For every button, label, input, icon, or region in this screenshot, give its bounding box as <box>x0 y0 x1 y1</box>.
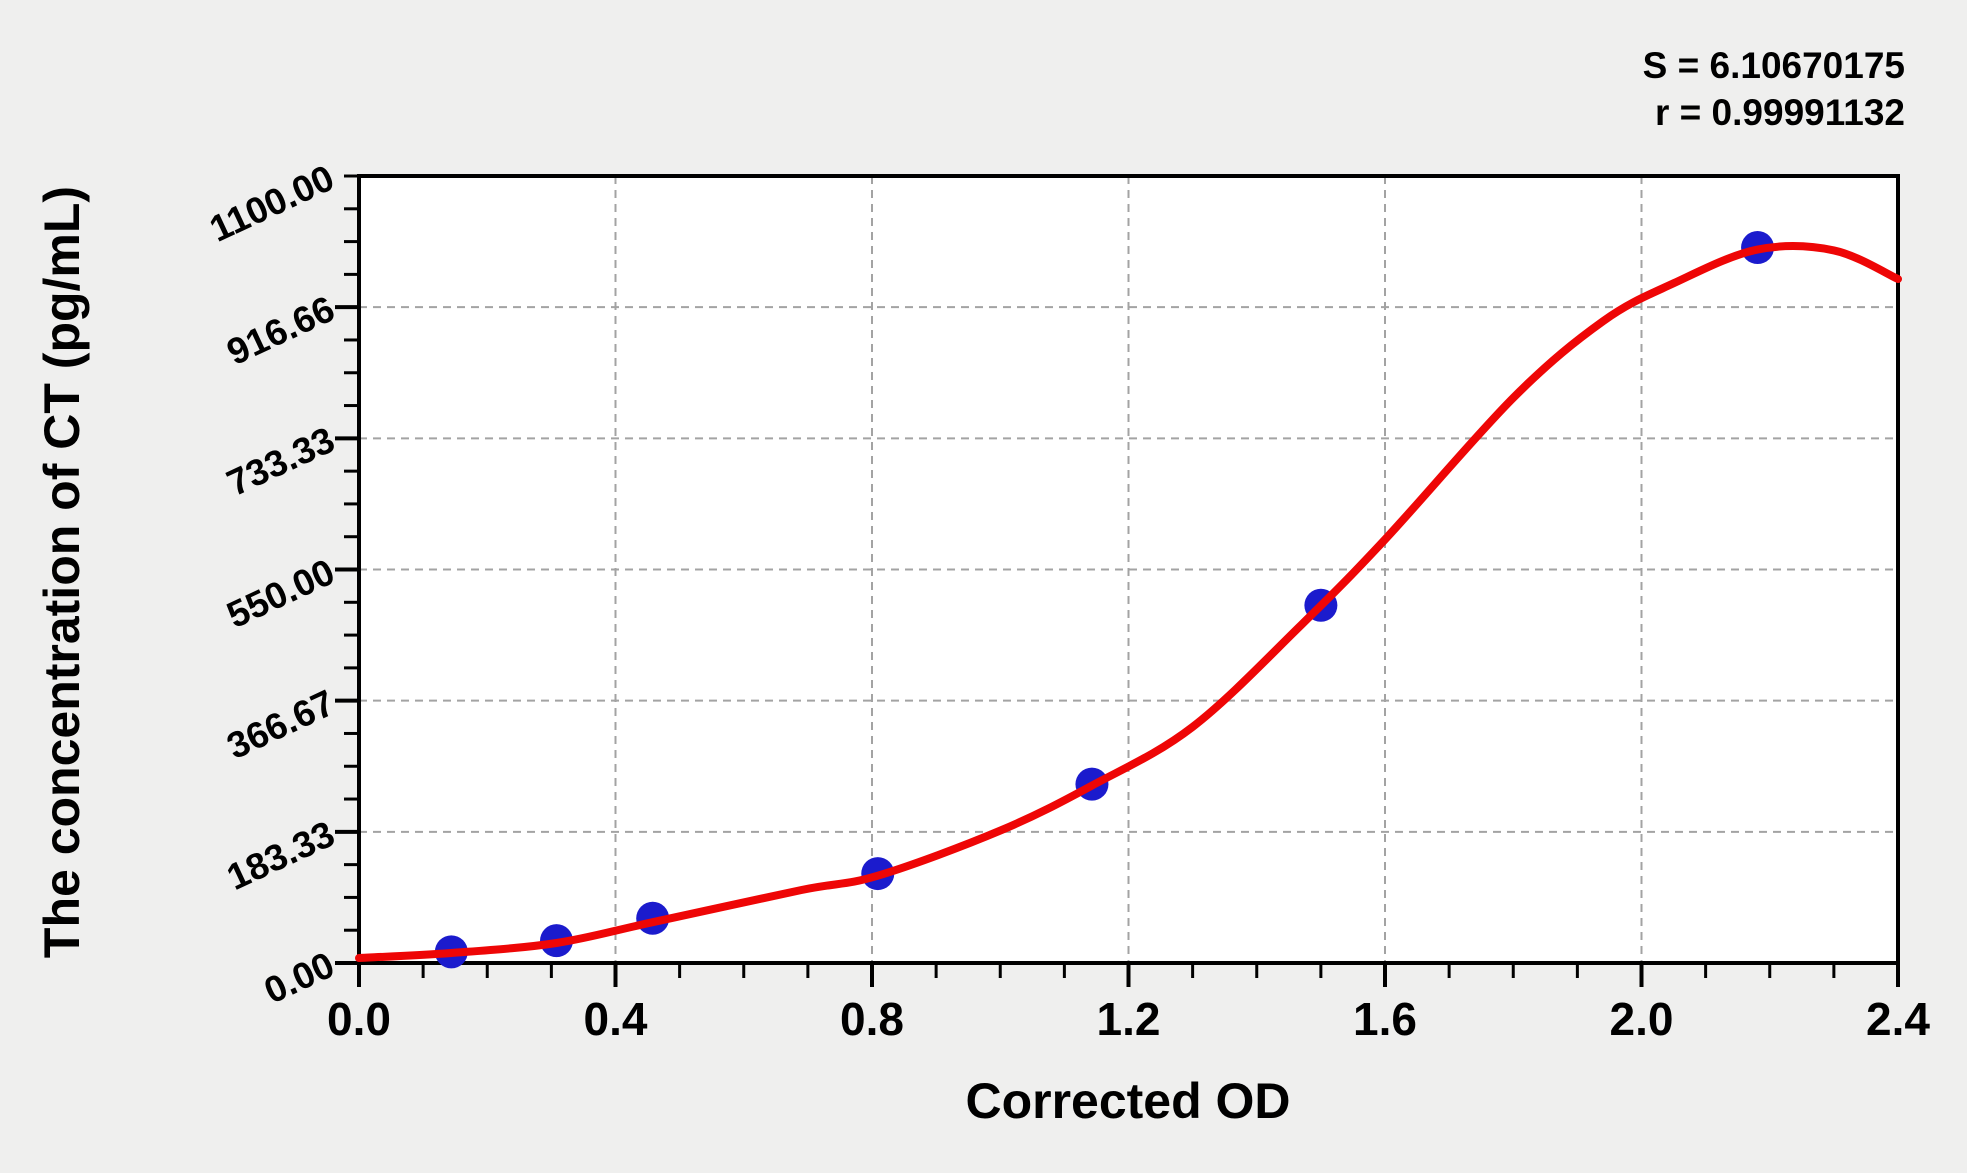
x-tick-label: 2.0 <box>1609 993 1674 1045</box>
x-tick-label: 0.0 <box>327 993 391 1045</box>
x-axis-title: Corrected OD <box>965 1073 1291 1129</box>
plot-frame <box>357 174 1900 965</box>
x-tick-label: 0.8 <box>840 993 904 1045</box>
x-tick-label: 1.6 <box>1353 993 1417 1045</box>
x-tick-label: 1.2 <box>1096 993 1161 1045</box>
fit-statistic-s: S = 6.10670175 <box>1642 45 1905 86</box>
y-axis-title: The concentration of CT (pg/mL) <box>34 185 90 959</box>
x-tick-label: 0.4 <box>583 993 648 1045</box>
x-tick-label: 2.4 <box>1866 993 1930 1045</box>
fit-statistics: S = 6.10670175 r = 0.99991132 <box>1643 42 1905 136</box>
fit-curve <box>355 242 1902 962</box>
fit-statistic-r: r = 0.99991132 <box>1654 92 1905 133</box>
